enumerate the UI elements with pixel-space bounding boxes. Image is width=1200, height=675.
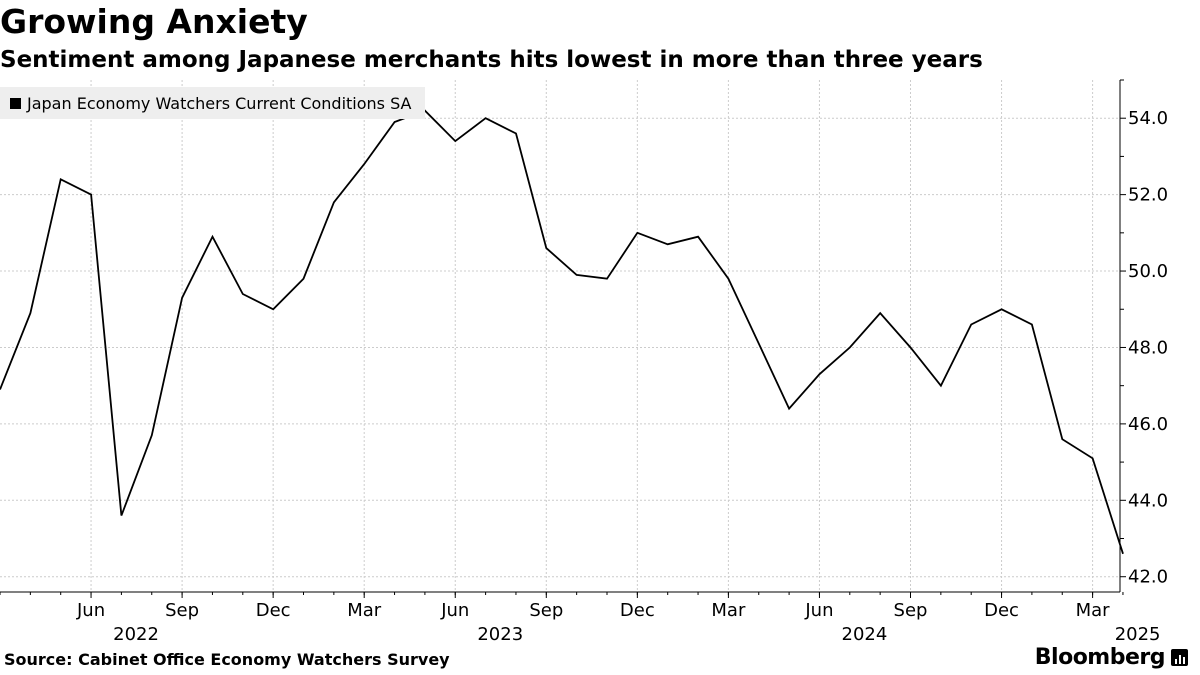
y-tick-label: 52.0 (1128, 185, 1168, 206)
x-tick-label: Mar (1076, 600, 1111, 621)
x-tick-label: Jun (76, 600, 105, 621)
chart-subtitle: Sentiment among Japanese merchants hits … (0, 47, 983, 73)
x-tick-label: Sep (894, 600, 928, 621)
y-tick-label: 50.0 (1128, 261, 1168, 282)
x-tick-label: Sep (165, 600, 199, 621)
y-tick-label: 46.0 (1128, 414, 1168, 435)
series-layer (0, 109, 1124, 555)
y-tick-label: 44.0 (1128, 490, 1168, 511)
x-tick-label: Sep (529, 600, 563, 621)
x-tick-label: Mar (711, 600, 746, 621)
brand-logo: Bloomberg (1035, 645, 1188, 670)
y-tick-label: 54.0 (1128, 108, 1168, 129)
x-tick-label: Mar (347, 600, 382, 621)
y-tick-label: 42.0 (1128, 567, 1168, 588)
chart-icon (1171, 649, 1188, 666)
x-year-label: 2023 (477, 624, 523, 645)
x-year-label: 2022 (113, 624, 159, 645)
legend-entry: Japan Economy Watchers Current Condition… (27, 93, 412, 113)
gridlines (0, 80, 1120, 592)
y-tick-label: 48.0 (1128, 337, 1168, 358)
chart-title: Growing Anxiety (0, 2, 308, 41)
series-line (0, 109, 1124, 555)
x-year-label: 2024 (842, 624, 888, 645)
axes: 42.0 44.0 46.0 48.0 50.0 52.0 54.0 Jun 2022 Sep De… (0, 79, 1168, 645)
x-tick-label: Dec (984, 600, 1019, 621)
legend-swatch (10, 97, 21, 109)
brand-name: Bloomberg (1034, 645, 1166, 670)
x-year-label: 2025 (1115, 624, 1161, 645)
x-tick-label: Jun (440, 600, 469, 621)
legend: Japan Economy Watchers Current Condition… (0, 87, 426, 119)
x-tick-label: Dec (256, 600, 291, 621)
source-note: Source: Cabinet Office Economy Watchers … (4, 650, 450, 669)
x-tick-label: Jun (804, 600, 833, 621)
x-tick-label: Dec (620, 600, 655, 621)
